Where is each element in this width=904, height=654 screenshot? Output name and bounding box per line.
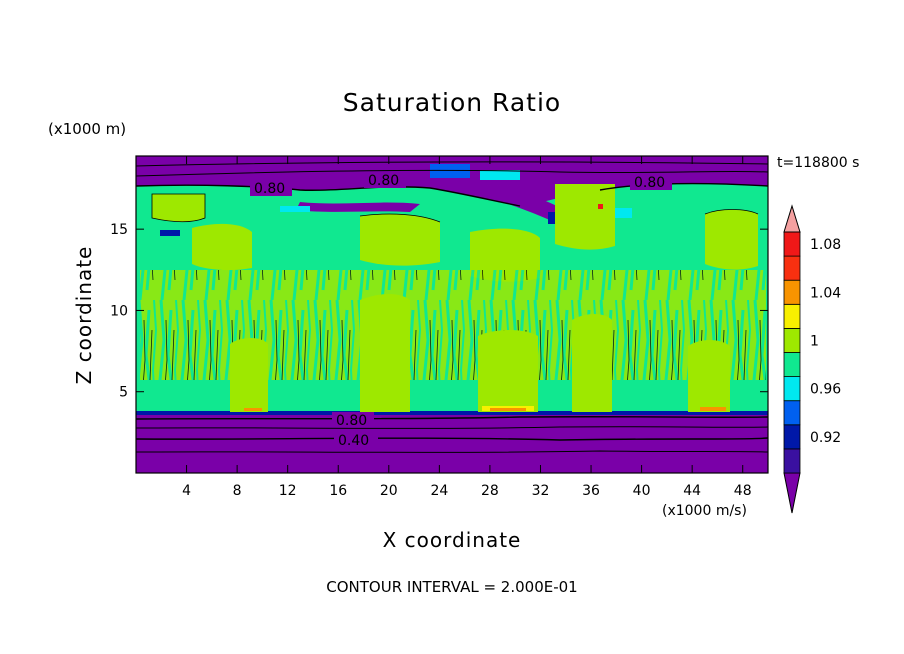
colorbar-label: 0.96 (810, 382, 841, 398)
colorbar-label: 1.08 (810, 237, 841, 253)
colorbar: 0.92 0.96 1 1.04 1.08 (783, 204, 841, 514)
x-tick-label: 36 (582, 483, 600, 499)
contour-label-0.40: 0.40 (338, 433, 369, 449)
contour-label-0.80-d: 0.80 (336, 413, 367, 429)
colorbar-label: 0.92 (810, 430, 841, 446)
colorbar-upper-extension (783, 204, 801, 233)
x-tick-label: 28 (481, 483, 499, 499)
x-axis-unit: (x1000 m/s) (662, 503, 747, 519)
colorbar-label: 1.04 (810, 285, 841, 301)
x-tick-label: 44 (683, 483, 701, 499)
time-label: t=118800 s (777, 155, 860, 171)
colorbar-band (783, 400, 801, 426)
x-tick-label: 24 (430, 483, 448, 499)
y-axis-ticks: 5 10 15 (110, 222, 768, 401)
colorbar-band (783, 448, 801, 474)
chart-title: Saturation Ratio (342, 88, 562, 117)
colorbar-band (783, 255, 801, 281)
y-tick-label: 15 (110, 222, 128, 238)
x-tick-label: 16 (329, 483, 347, 499)
y-axis-unit: (x1000 m) (48, 120, 127, 138)
x-tick-label: 32 (532, 483, 550, 499)
contour-label-0.80-c: 0.80 (634, 175, 665, 191)
contour-label-0.80-b: 0.80 (368, 173, 399, 189)
y-tick-label: 5 (119, 385, 128, 401)
y-tick-label: 10 (110, 303, 128, 319)
x-tick-label: 12 (279, 483, 297, 499)
colorbar-band (783, 376, 801, 402)
colorbar-band (783, 279, 801, 305)
contour-interval-label: CONTOUR INTERVAL = 2.000E-01 (326, 578, 578, 596)
x-tick-label: 48 (734, 483, 752, 499)
colorbar-band (783, 352, 801, 378)
x-axis-label: X coordinate (382, 528, 522, 552)
x-tick-label: 20 (380, 483, 398, 499)
contour-label-0.80-a: 0.80 (254, 181, 285, 197)
colorbar-label: 1 (810, 333, 819, 349)
contour-labels: 0.80 0.80 0.80 0.80 0.40 (250, 172, 672, 449)
x-tick-label: 40 (633, 483, 651, 499)
plot-field (136, 156, 768, 473)
plot-frame (135, 155, 769, 474)
x-tick-label: 4 (182, 483, 191, 499)
colorbar-lower-extension (783, 472, 801, 514)
x-tick-label: 8 (233, 483, 242, 499)
colorbar-band (783, 303, 801, 329)
colorbar-band (783, 424, 801, 450)
colorbar-band (783, 231, 801, 257)
colorbar-band (783, 327, 801, 353)
x-axis-ticks: 4 8 12 16 20 24 28 32 36 40 44 48 (182, 156, 752, 499)
